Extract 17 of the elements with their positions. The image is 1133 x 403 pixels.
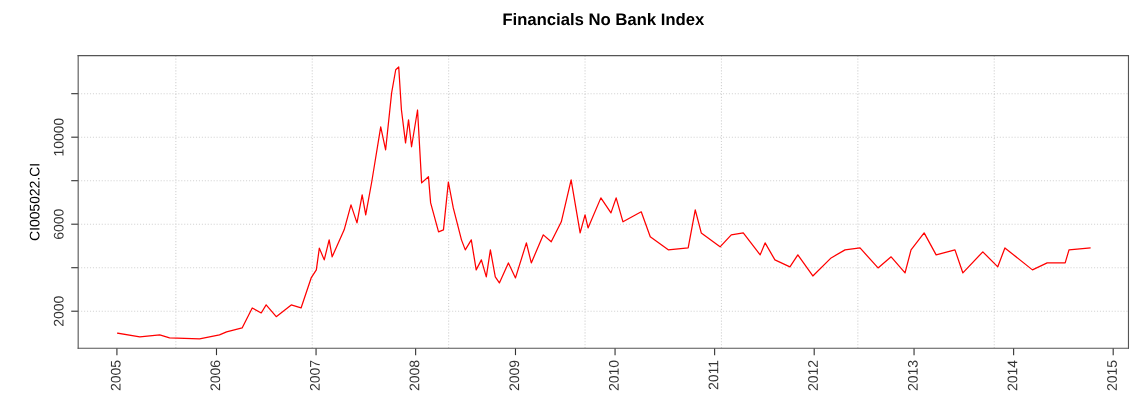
x-tick-label: 2014 [1007,360,1018,391]
y-tick-label: 6000 [53,209,64,239]
x-tick-label: 2005 [110,360,121,391]
y-axis-title: CI005022.CI [29,164,40,241]
y-tick-label: 2000 [53,296,64,326]
chart-title: Financials No Bank Index [503,12,705,26]
y-tick-label: 10000 [53,118,64,156]
x-tick-label: 2012 [808,360,818,391]
x-tick-label: 2008 [409,360,420,391]
x-tick-label: 2009 [509,360,520,391]
x-tick-label: 2013 [907,360,918,391]
x-tick-label: 2010 [608,360,619,391]
line-series [117,66,1091,340]
x-tick-label: 2006 [210,360,221,391]
x-tick-label: 2007 [309,360,320,391]
x-tick-label: 2011 [708,360,719,390]
x-tick-label: 2015 [1107,360,1117,391]
